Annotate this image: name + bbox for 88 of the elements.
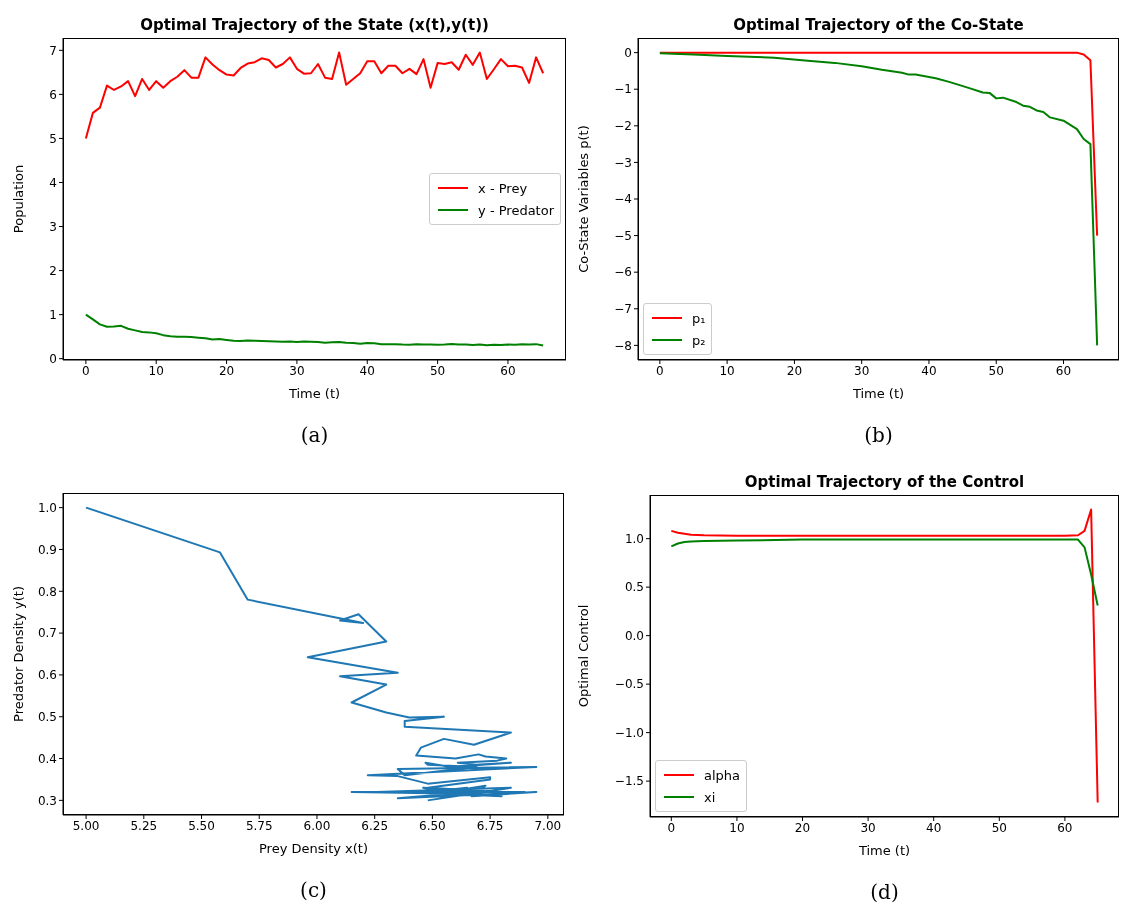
x-tick-label: 50 <box>988 363 1004 378</box>
y-tick-label: −6 <box>614 265 632 280</box>
x-tick-label: 6.25 <box>361 818 389 833</box>
legend-label: alpha <box>704 767 741 783</box>
x-tick-label: 40 <box>921 363 937 378</box>
x-tick-label: 20 <box>218 363 235 378</box>
text: (c) <box>299 878 328 902</box>
x-tick-label: 30 <box>854 363 870 378</box>
y-axis-title: Optimal Control <box>575 604 591 708</box>
y-tick-label: 3 <box>49 219 57 234</box>
y-tick-label: 0.4 <box>37 751 57 766</box>
x-axis-title: Time (t) <box>287 386 341 401</box>
text: (b) <box>863 423 894 447</box>
x-tick-label: 20 <box>794 820 811 835</box>
y-tick-label: 6 <box>49 87 57 102</box>
x-tick-label: 30 <box>860 820 876 835</box>
x-tick-label: 0 <box>82 363 90 378</box>
line-series <box>670 538 1099 607</box>
x-tick-label: 6.50 <box>419 818 446 833</box>
y-tick-label: −1 <box>614 82 632 97</box>
legend-label: p₁ <box>692 310 706 326</box>
line-series <box>84 51 545 140</box>
chart-title: Optimal Trajectory of the State (x(t),y(t)) <box>139 16 490 34</box>
line-series <box>658 52 1099 347</box>
y-tick-label: −4 <box>614 192 632 207</box>
y-tick-label: −1.5 <box>614 774 644 789</box>
x-tick-label: 60 <box>1057 820 1073 835</box>
legend-label: x - Prey <box>478 180 528 196</box>
x-tick-label: 7.00 <box>534 818 562 833</box>
x-tick-label: 20 <box>786 363 803 378</box>
x-axis-title: Prey Density x(t) <box>259 841 368 856</box>
y-tick-label: 0.3 <box>37 793 57 808</box>
y-tick-label: 0.0 <box>624 628 644 643</box>
legend-label: y - Predator <box>478 202 554 218</box>
x-tick-label: 60 <box>1055 363 1072 378</box>
y-tick-label: 0.5 <box>624 580 644 595</box>
y-tick-label: 1.0 <box>37 500 57 515</box>
y-tick-label: −1.0 <box>614 725 644 740</box>
x-tick-label: 5.75 <box>245 818 273 833</box>
y-tick-label: 2 <box>49 263 57 278</box>
y-tick-label: −5 <box>614 228 632 243</box>
chart-title: Optimal Trajectory of the Co-State <box>732 16 1025 34</box>
x-tick-label: 6.00 <box>303 818 331 833</box>
line-series <box>84 313 545 347</box>
text: (a) <box>299 423 330 447</box>
line-series <box>85 506 538 802</box>
y-axis-title: Population <box>10 164 26 234</box>
y-tick-label: 7 <box>49 43 57 58</box>
x-tick-label: 40 <box>926 820 942 835</box>
y-tick-label: −8 <box>614 338 632 353</box>
chart-title: Optimal Trajectory of the Control <box>743 473 1026 491</box>
x-tick-label: 0 <box>667 820 676 835</box>
y-tick-label: 0.8 <box>37 584 57 599</box>
y-tick-label: 5 <box>49 131 57 146</box>
x-tick-label: 40 <box>359 363 375 378</box>
y-tick-label: 0.9 <box>37 542 57 557</box>
y-tick-label: 0 <box>49 351 57 366</box>
legend-label: p₂ <box>692 332 706 348</box>
x-tick-label: 50 <box>991 820 1007 835</box>
x-axis-title: Time (t) <box>857 843 911 858</box>
legend-label: xi <box>704 789 716 805</box>
y-tick-label: −7 <box>614 302 632 317</box>
y-axis-title: Co-State Variables p(t) <box>575 125 591 273</box>
y-axis-title: Predator Density y(t) <box>10 586 26 722</box>
y-tick-label: 1.0 <box>624 531 644 546</box>
x-tick-label: 5.25 <box>130 818 158 833</box>
y-tick-label: −3 <box>614 155 632 170</box>
x-tick-label: 5.50 <box>188 818 215 833</box>
x-tick-label: 10 <box>148 363 164 378</box>
y-tick-label: 1 <box>49 307 57 322</box>
y-tick-label: 0.7 <box>37 626 57 641</box>
x-tick-label: 6.75 <box>476 818 504 833</box>
y-tick-label: −2 <box>614 119 632 134</box>
x-tick-label: 50 <box>429 363 446 378</box>
text: (d) <box>869 880 900 904</box>
y-tick-label: 4 <box>49 175 57 190</box>
y-tick-label: −0.5 <box>614 677 644 692</box>
y-tick-label: 0.6 <box>37 668 57 683</box>
x-axis-title: Time (t) <box>851 386 905 401</box>
x-tick-label: 30 <box>289 363 305 378</box>
x-tick-label: 0 <box>656 363 664 378</box>
x-tick-label: 10 <box>729 820 745 835</box>
y-tick-label: 0.5 <box>37 709 57 724</box>
x-tick-label: 5.00 <box>72 818 100 833</box>
y-tick-label: 0 <box>624 45 632 60</box>
line-series <box>670 508 1099 804</box>
x-tick-label: 60 <box>500 363 516 378</box>
x-tick-label: 10 <box>719 363 735 378</box>
